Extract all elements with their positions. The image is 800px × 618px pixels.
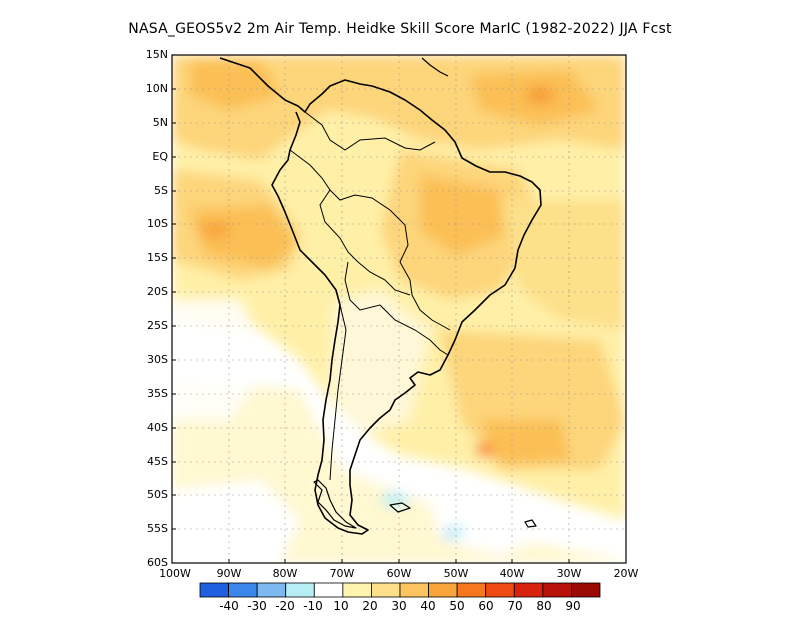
- coastline-south-america: [219, 57, 542, 535]
- colorbar-label: -30: [247, 599, 267, 613]
- colorbar-swatch: [228, 582, 258, 598]
- colorbar-swatch: [571, 582, 601, 598]
- lat-label: 35S: [147, 387, 168, 400]
- colorbar-label: -10: [303, 599, 323, 613]
- lat-label: 15N: [145, 48, 168, 61]
- colorbar-label: 40: [420, 599, 436, 613]
- colorbar-label: 10: [333, 599, 349, 613]
- lat-label: 10N: [145, 82, 168, 95]
- colorbar-label: 50: [449, 599, 465, 613]
- lat-label: EQ: [152, 150, 168, 163]
- skill-region-zero-south: [172, 480, 300, 563]
- colorbar-swatch: [399, 582, 429, 598]
- skill-field: [172, 55, 626, 563]
- colorbar-swatch: [371, 582, 401, 598]
- skill-region-30-40-amazon: [420, 175, 505, 255]
- map-gridlines: [172, 55, 626, 563]
- colorbar-swatch: [256, 582, 287, 598]
- lat-label: 25S: [147, 319, 168, 332]
- colorbar-swatch: [456, 582, 487, 598]
- lat-label: 10S: [147, 217, 168, 230]
- colorbar-swatch: [285, 582, 315, 598]
- skill-region-20-30-atlantic: [500, 200, 626, 330]
- colorbar-label: 30: [391, 599, 407, 613]
- colorbar-swatch: [199, 582, 229, 598]
- colorbar-label: 70: [507, 599, 523, 613]
- skill-spot-40-50-atlantic: [526, 87, 554, 103]
- colorbar-swatch: [342, 582, 372, 598]
- country-borders: [289, 111, 451, 481]
- lat-label: 30S: [147, 353, 168, 366]
- lat-label: 50S: [147, 488, 168, 501]
- skill-region-30-40-southatl: [480, 420, 570, 465]
- lon-label: 50W: [443, 567, 469, 580]
- colorbar-swatch: [313, 582, 344, 598]
- colorbar-swatch: [542, 582, 572, 598]
- skill-spot-40-50-southatl: [475, 444, 495, 456]
- lon-label: 90W: [216, 567, 242, 580]
- colorbar: [199, 582, 601, 598]
- skill-region-30-40-pacific-n: [190, 60, 280, 110]
- skill-spot-negative-3: [445, 534, 451, 540]
- lon-label: 60W: [386, 567, 412, 580]
- colorbar-swatch: [428, 582, 458, 598]
- lon-label: 80W: [272, 567, 298, 580]
- lat-label: 5N: [152, 116, 168, 129]
- lon-label: 70W: [329, 567, 355, 580]
- lon-label: 30W: [556, 567, 582, 580]
- lat-label: 60S: [147, 556, 168, 569]
- lat-label: 40S: [147, 421, 168, 434]
- lat-label: 15S: [147, 251, 168, 264]
- colorbar-swatch: [513, 582, 544, 598]
- colorbar-label: -40: [219, 599, 239, 613]
- colorbar-label: -20: [275, 599, 295, 613]
- lat-label: 5S: [154, 184, 168, 197]
- skill-region-zero-argentina: [330, 290, 430, 440]
- lon-label: 100W: [159, 567, 191, 580]
- skill-region-30-40-peru: [190, 205, 300, 268]
- lon-label: 40W: [499, 567, 525, 580]
- colorbar-label: 80: [536, 599, 552, 613]
- colorbar-label: 60: [478, 599, 494, 613]
- lon-label: 20W: [613, 567, 639, 580]
- colorbar-label: 20: [362, 599, 378, 613]
- colorbar-label: 90: [565, 599, 581, 613]
- lat-label: 55S: [147, 522, 168, 535]
- axis-ticks: [172, 54, 570, 564]
- skill-region-20-30-southatl: [440, 330, 626, 470]
- colorbar-swatch: [485, 582, 515, 598]
- skill-spot-40-50-pacific: [199, 222, 231, 238]
- lat-label: 45S: [147, 455, 168, 468]
- lat-label: 20S: [147, 285, 168, 298]
- skill-region-zero-south2: [430, 495, 560, 555]
- chart-title: NASA_GEOS5v2 2m Air Temp. Heidke Skill S…: [128, 21, 672, 37]
